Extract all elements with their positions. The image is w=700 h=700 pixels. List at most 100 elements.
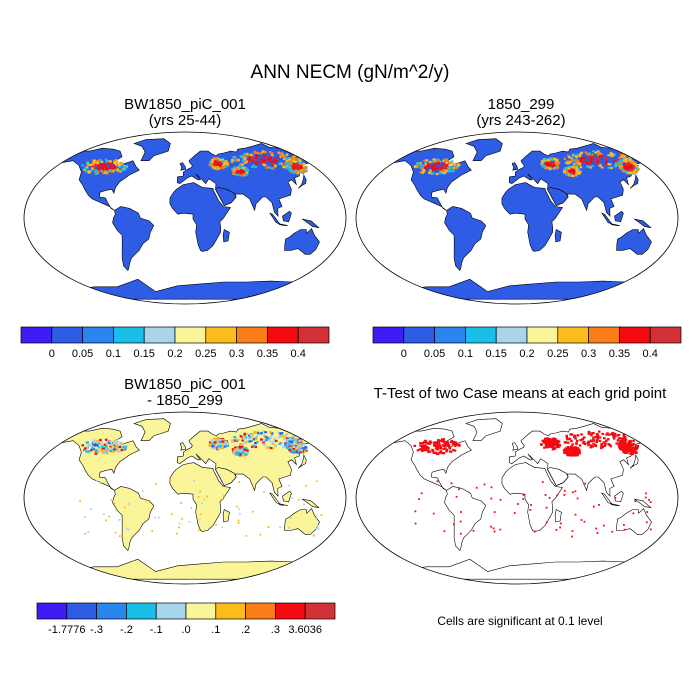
continent-antarctica: [375, 278, 653, 300]
continent-borneo: [282, 210, 292, 223]
panel-title-case-line1: BW1850_piC_001: [124, 96, 246, 113]
colorbar-swatch: [297, 326, 330, 344]
map-field-speckle: [79, 430, 323, 537]
continent-new-guinea: [302, 218, 320, 229]
colorbar-swatch: [174, 326, 207, 344]
colorbar-tick-label: 0.4: [291, 348, 306, 360]
colorbar-swatch: [236, 326, 268, 344]
colorbar-tick-label: 0.25: [195, 348, 216, 360]
colorbar-tick-label: 0.3: [229, 348, 244, 360]
colorbar-tick-label: -.2: [120, 624, 133, 636]
continent-arabia: [547, 187, 569, 206]
colorbar-tick-label: 0.2: [519, 348, 534, 360]
map-panel-control: [355, 131, 679, 305]
map-field-speckle: [81, 150, 308, 177]
continent-borneo: [282, 490, 292, 503]
colorbar-tick-label: 0.05: [72, 348, 93, 360]
continent-south-america: [444, 206, 487, 272]
panel-title-diff: BW1850_piC_001 - 1850_299: [40, 377, 330, 409]
colorbar-swatch: [619, 326, 651, 344]
colorbar-swatch: [113, 326, 145, 344]
colorbar-swatch: [205, 326, 237, 344]
colorbar-case: 0 0.05 0.1 0.15 0.2 0.25 0.3 0.35 0.4: [20, 326, 330, 360]
colorbar-swatch: [82, 326, 114, 344]
colorbar-swatch: [557, 326, 589, 344]
continent-eurasia: [508, 423, 658, 497]
continent-indonesia-java: [277, 503, 288, 506]
continent-australia: [284, 227, 320, 255]
continent-japan: [297, 173, 307, 189]
continent-australia: [284, 507, 320, 535]
colorbar-tick-label: 0.4: [643, 348, 658, 360]
colorbar-tick-label: .3: [271, 624, 280, 636]
colorbar-swatch: [51, 326, 83, 344]
continent-japan: [297, 453, 307, 469]
continent-madagascar: [222, 509, 230, 523]
continent-indonesia-java: [609, 223, 620, 226]
map-land-group: [375, 138, 671, 300]
colorbar-tick-label: 0.1: [458, 348, 473, 360]
continent-arabia: [215, 467, 237, 486]
colorbar-swatch: [245, 602, 276, 620]
continent-new-guinea: [634, 498, 652, 509]
colorbar-tick-label: 0.15: [133, 348, 154, 360]
continent-australia: [616, 507, 652, 535]
map-frame: [355, 131, 679, 305]
colorbar-swatch: [403, 326, 435, 344]
colorbar-tick-label: 0.2: [167, 348, 182, 360]
ttest-significance-note: Cells are significant at 0.1 level: [437, 614, 603, 628]
continent-japan: [629, 453, 639, 469]
figure-title: ANN NECM (gN/m^2/y): [250, 62, 450, 83]
continent-new-zealand: [656, 529, 671, 543]
continent-africa: [169, 182, 232, 252]
colorbar-tick-label: 0: [401, 348, 407, 360]
continent-south-america: [112, 486, 155, 552]
continent-greenland: [133, 418, 171, 441]
continent-new-guinea: [302, 498, 320, 509]
map-land-group: [43, 418, 339, 580]
continent-north-america: [385, 427, 472, 491]
continent-south-america: [444, 486, 487, 552]
colorbar-tick-label: -.3: [90, 624, 103, 636]
continent-antarctica: [375, 558, 653, 580]
colorbar-swatch: [465, 326, 497, 344]
continent-new-zealand: [324, 529, 339, 543]
map-panel-diff: [23, 411, 347, 585]
continent-new-guinea: [634, 218, 652, 229]
continent-north-america: [53, 427, 140, 491]
continent-madagascar: [554, 229, 562, 243]
colorbar-swatch: [304, 602, 336, 620]
continent-africa: [501, 182, 564, 252]
colorbar-swatch: [267, 326, 299, 344]
continent-indonesia-java: [277, 223, 288, 226]
continent-arabia: [215, 187, 237, 206]
panel-title-diff-line2: - 1850_299: [147, 392, 223, 409]
continent-uk: [511, 162, 519, 171]
continent-north-america: [385, 147, 472, 211]
map-field-speckle: [413, 430, 652, 538]
continent-borneo: [614, 210, 624, 223]
colorbar-tick-label: 0: [49, 348, 55, 360]
continent-uk: [179, 162, 187, 171]
map-panel-ttest: [355, 411, 679, 585]
colorbar-tick-label: .0: [181, 624, 190, 636]
colorbar-tick-label: .1: [211, 624, 220, 636]
continent-indonesia-java: [609, 503, 620, 506]
colorbar-tick-label: 0.3: [581, 348, 596, 360]
panel-title-case-line2: (yrs 25-44): [148, 112, 222, 129]
map-frame: [23, 411, 347, 585]
map-land-group: [43, 138, 339, 300]
panel-title-diff-line1: BW1850_piC_001: [124, 376, 246, 393]
continent-uk: [179, 442, 187, 451]
continent-greenland: [465, 138, 503, 161]
continent-greenland: [465, 418, 503, 441]
panel-title-ttest-line1: T-Test of two Case means at each grid po…: [373, 385, 667, 402]
colorbar-tick-label: -.1: [150, 624, 163, 636]
colorbar-tick-label: 0.1: [106, 348, 121, 360]
colorbar-swatch: [143, 326, 176, 344]
continent-antarctica: [43, 278, 321, 300]
colorbar-swatch: [96, 602, 127, 620]
colorbar-swatch: [495, 326, 528, 344]
colorbar-tick-label: 0.15: [485, 348, 506, 360]
colorbar-swatch: [372, 326, 405, 344]
